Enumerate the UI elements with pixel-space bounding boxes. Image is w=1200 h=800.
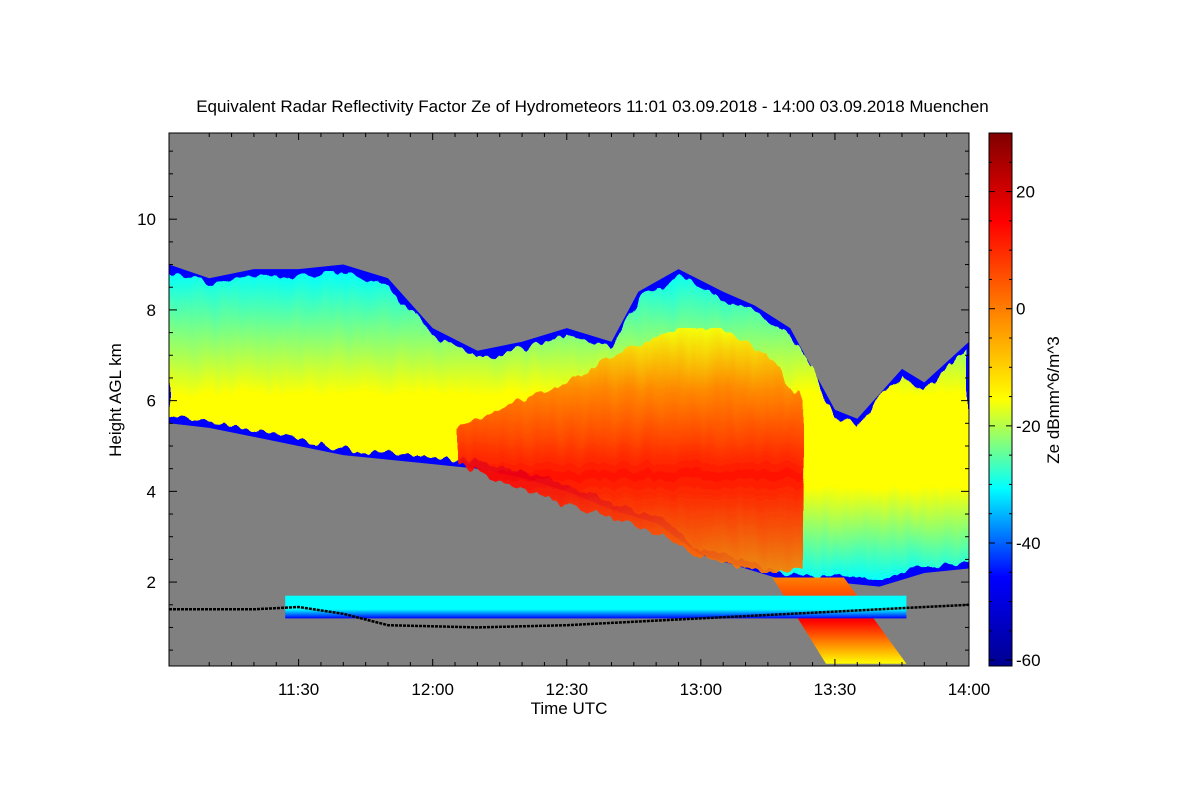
low-cloud-layer xyxy=(285,595,907,619)
colorbar-ticks: 20 0 -20 -40 -60 xyxy=(989,132,1041,670)
y-tick-label: 4 xyxy=(147,482,156,501)
x-tick-label: 14:00 xyxy=(948,680,991,699)
radar-echo-layer xyxy=(169,264,969,664)
y-tick-label: 10 xyxy=(137,210,156,229)
x-tick-label: 12:00 xyxy=(411,680,454,699)
colorbar-tick-label: 20 xyxy=(1016,183,1035,202)
x-tick-label: 13:30 xyxy=(814,680,857,699)
colorbar-label: Ze dBmm^6/m^3 xyxy=(1044,336,1063,463)
x-axis: 11:30 12:00 12:30 13:00 13:30 14:00 xyxy=(208,133,991,699)
colorbar-tick-label: -40 xyxy=(1016,534,1041,553)
x-tick-label: 12:30 xyxy=(545,680,588,699)
x-tick-label: 13:00 xyxy=(680,680,723,699)
y-axis: 2 4 6 8 10 xyxy=(137,150,969,651)
plot-frame xyxy=(168,132,970,667)
x-tick-label: 11:30 xyxy=(278,680,319,699)
y-tick-label: 2 xyxy=(147,573,156,592)
colorbar-tick-label: -60 xyxy=(1016,651,1041,670)
echo-core xyxy=(455,328,804,573)
cloud-base-line xyxy=(169,603,969,629)
x-axis-label: Time UTC xyxy=(531,699,608,718)
y-tick-label: 6 xyxy=(147,392,156,411)
colorbar-tick-label: -20 xyxy=(1016,417,1041,436)
colorbar-tick-label: 0 xyxy=(1016,300,1025,319)
chart-title: Equivalent Radar Reflectivity Factor Ze … xyxy=(196,97,989,116)
y-tick-label: 8 xyxy=(147,301,156,320)
y-axis-label: Height AGL km xyxy=(106,343,125,457)
colorbar xyxy=(988,132,1013,667)
